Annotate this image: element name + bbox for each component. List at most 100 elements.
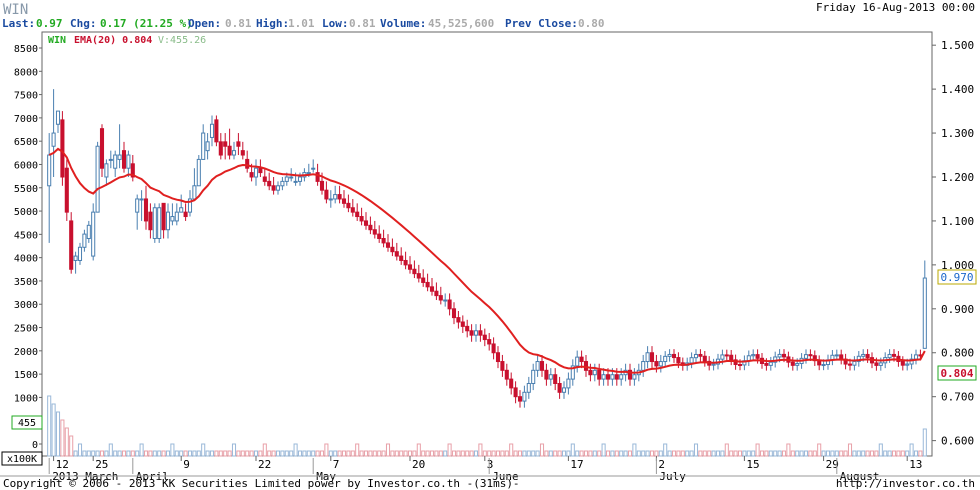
candle-body [443, 299, 448, 302]
volume-bar [258, 450, 263, 457]
volume-label: Volume: [380, 17, 426, 30]
right-tick-label: 0.600 [941, 435, 974, 448]
volume-bar [346, 450, 351, 457]
left-tick-label: 4000 [14, 254, 38, 265]
candle-body [227, 145, 232, 156]
candle-body [491, 343, 496, 354]
volume-bar [843, 450, 848, 457]
x-tick-label: 7 [333, 458, 340, 471]
volume-bar [605, 450, 611, 457]
candle-body [143, 198, 149, 222]
left-tick-label: 6000 [14, 160, 38, 171]
left-tick-label: 5500 [14, 184, 38, 195]
volume-bar [104, 450, 109, 457]
volume-bar [509, 443, 514, 457]
high-label: High: [256, 17, 289, 30]
candle-body [267, 180, 272, 187]
candle-body [839, 354, 844, 360]
left-tick-label: 1500 [14, 370, 38, 381]
volume-bar [570, 443, 575, 457]
volume-bar [245, 450, 250, 457]
left-tick-label: 4500 [14, 230, 38, 241]
candle-body [614, 374, 619, 380]
volume-bar [865, 450, 870, 457]
x-tick-label: 12 [56, 458, 69, 471]
quote-line: Last: 0.97 Chg: 0.17 (21.25 %) Open: 0.8… [2, 17, 605, 30]
volume-bar [918, 450, 923, 457]
candle-body [548, 374, 553, 380]
volume-bar [900, 450, 905, 457]
candle-body [900, 360, 905, 366]
volume-bar [592, 450, 597, 457]
volume-bar [526, 450, 531, 457]
candle-body [148, 211, 153, 231]
candle-body [86, 224, 91, 240]
candle-body [187, 198, 193, 213]
volume-bar [680, 450, 685, 457]
candle-body [478, 330, 483, 336]
volume-bar [724, 443, 729, 457]
candle-body [240, 150, 245, 156]
volume-bar [913, 450, 919, 457]
right-tick-label: 1.300 [941, 127, 974, 140]
volume-bar [443, 450, 448, 457]
candle-body [359, 216, 364, 222]
volume-bar [513, 450, 518, 457]
candle-body [385, 242, 391, 248]
volume-bar [645, 450, 650, 457]
open-label: Open: [188, 17, 221, 30]
candle-body [451, 308, 457, 319]
candle-body [416, 273, 421, 279]
multiplier-label: x100K [7, 454, 37, 465]
candle-body [315, 172, 320, 182]
candle-body [698, 353, 703, 357]
x-tick-label: 3 [487, 458, 494, 471]
volume-bar [579, 450, 584, 457]
candle-body [878, 362, 883, 366]
volume-bar [60, 419, 65, 457]
candle-body [447, 299, 452, 310]
last-label: Last: [2, 17, 35, 30]
volume-bar [196, 450, 201, 457]
volume-bar [746, 450, 751, 457]
volume-bar [883, 450, 888, 457]
volume-bar [544, 450, 549, 457]
candle-body [522, 391, 527, 402]
volume-bar [861, 450, 866, 457]
volume-bar [834, 450, 839, 457]
candle-body [196, 158, 201, 187]
volume-bar [231, 443, 237, 457]
candle-body [702, 355, 707, 362]
volume-bar [702, 450, 707, 457]
volume-bar [297, 450, 303, 457]
x-tick-label: 2 [658, 458, 665, 471]
volume-bar [553, 450, 558, 457]
volume-bar [456, 450, 461, 457]
volume-bar [143, 450, 149, 457]
left-tick-label: 8000 [14, 67, 38, 78]
candle-body [104, 163, 109, 178]
volume-bar [601, 443, 606, 457]
candle-body [157, 207, 162, 240]
candle-body [271, 185, 276, 191]
volume-bar [275, 450, 281, 457]
candle-body [280, 180, 285, 187]
volume-bar [267, 450, 272, 457]
volume-bar [729, 450, 734, 457]
candle-body [421, 277, 426, 283]
prevclose-value: 0.80 [578, 17, 605, 30]
volume-bar [394, 450, 399, 457]
volume-bar [174, 450, 179, 457]
candle-body [768, 361, 773, 366]
candle-body [460, 321, 465, 327]
candle-body [47, 154, 52, 187]
volume-bar [170, 443, 175, 457]
volume-bar [280, 450, 285, 457]
volume-bar [693, 443, 699, 457]
candle-body [676, 357, 681, 364]
volume-bar [148, 450, 153, 457]
volume-bar [817, 443, 822, 457]
volume-bar [385, 443, 391, 457]
candle-body [482, 334, 487, 341]
volume-bar [869, 450, 875, 457]
